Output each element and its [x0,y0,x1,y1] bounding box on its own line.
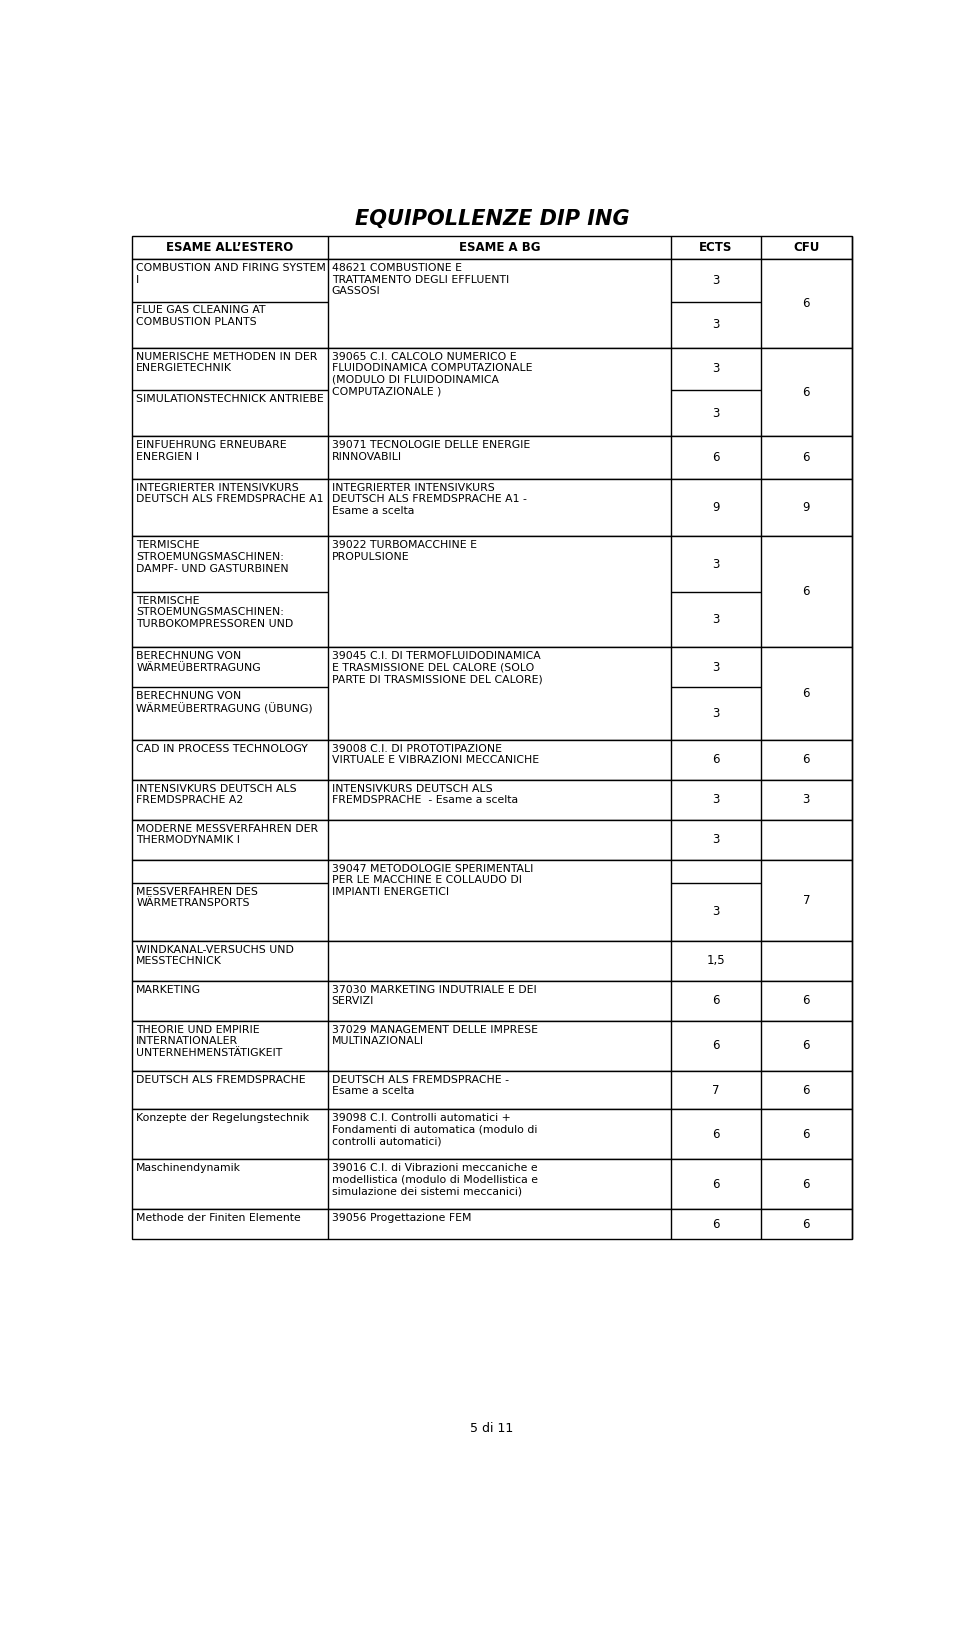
Text: DEUTSCH ALS FREMDSPRACHE -
Esame a scelta: DEUTSCH ALS FREMDSPRACHE - Esame a scelt… [331,1074,509,1096]
Text: 37029 MANAGEMENT DELLE IMPRESE
MULTINAZIONALI: 37029 MANAGEMENT DELLE IMPRESE MULTINAZI… [331,1024,538,1047]
Text: BERECHNUNG VON
WÄRMEÜBERTRAGUNG: BERECHNUNG VON WÄRMEÜBERTRAGUNG [136,651,261,672]
Text: 6: 6 [803,1084,810,1097]
Text: 7: 7 [712,1084,720,1097]
Text: ESAME ALL’ESTERO: ESAME ALL’ESTERO [166,241,294,254]
Text: 3: 3 [712,661,720,674]
Bar [132,739,852,780]
Bar [132,259,852,348]
Text: 39071 TECNOLOGIE DELLE ENERGIE
RINNOVABILI: 39071 TECNOLOGIE DELLE ENERGIE RINNOVABI… [331,440,530,462]
Text: 3: 3 [712,905,720,918]
Text: MARKETING: MARKETING [136,985,202,995]
Text: ESAME A BG: ESAME A BG [459,241,540,254]
Text: 6: 6 [803,754,810,767]
Text: 9: 9 [803,501,810,514]
Text: MESSVERFAHREN DES
WÄRMETRANSPORTS: MESSVERFAHREN DES WÄRMETRANSPORTS [136,887,258,908]
Text: 3: 3 [803,793,810,806]
Text: 39022 TURBOMACCHINE E
PROPULSIONE: 39022 TURBOMACCHINE E PROPULSIONE [331,540,476,562]
Bar [132,941,852,980]
Text: Konzepte der Regelungstechnik: Konzepte der Regelungstechnik [136,1114,309,1123]
Text: 7: 7 [803,894,810,907]
Text: 5 di 11: 5 di 11 [470,1423,514,1434]
Text: 3: 3 [712,407,720,420]
Bar [132,860,852,941]
Text: 6: 6 [803,687,810,700]
Bar [132,1109,852,1159]
Bar [132,1071,852,1109]
Bar [132,479,852,537]
Text: 37030 MARKETING INDUTRIALE E DEI
SERVIZI: 37030 MARKETING INDUTRIALE E DEI SERVIZI [331,985,537,1006]
Text: 6: 6 [803,1218,810,1231]
Text: EQUIPOLLENZE DIP ING: EQUIPOLLENZE DIP ING [354,210,630,230]
Text: 6: 6 [712,1128,720,1141]
Text: 6: 6 [803,1128,810,1141]
Text: 1,5: 1,5 [707,954,726,967]
Text: 6: 6 [712,451,720,464]
Bar [132,436,852,479]
Bar [132,348,852,436]
Text: 6: 6 [803,451,810,464]
Text: 3: 3 [712,363,720,376]
Bar [132,980,852,1021]
Bar [132,780,852,821]
Bar [132,1021,852,1071]
Text: CFU: CFU [793,241,820,254]
Text: 3: 3 [712,558,720,571]
Text: 6: 6 [803,296,810,309]
Text: 3: 3 [712,274,720,287]
Text: 3: 3 [712,834,720,847]
Bar [132,537,852,648]
Text: DEUTSCH ALS FREMDSPRACHE: DEUTSCH ALS FREMDSPRACHE [136,1074,306,1084]
Bar [132,821,852,860]
Text: 39098 C.I. Controlli automatici +
Fondamenti di automatica (modulo di
controlli : 39098 C.I. Controlli automatici + Fondam… [331,1114,537,1146]
Text: 9: 9 [712,501,720,514]
Bar [132,1210,852,1239]
Text: 3: 3 [712,317,720,330]
Text: CAD IN PROCESS TECHNOLOGY: CAD IN PROCESS TECHNOLOGY [136,744,308,754]
Text: THEORIE UND EMPIRIE
INTERNATIONALER
UNTERNEHMENSTÄTIGKEIT: THEORIE UND EMPIRIE INTERNATIONALER UNTE… [136,1024,282,1058]
Text: 6: 6 [712,1039,720,1052]
Text: MODERNE MESSVERFAHREN DER
THERMODYNAMIK I: MODERNE MESSVERFAHREN DER THERMODYNAMIK … [136,824,319,845]
Text: 39045 C.I. DI TERMOFLUIDODINAMICA
E TRASMISSIONE DEL CALORE (SOLO
PARTE DI TRASM: 39045 C.I. DI TERMOFLUIDODINAMICA E TRAS… [331,651,542,684]
Text: EINFUEHRUNG ERNEUBARE
ENERGIEN I: EINFUEHRUNG ERNEUBARE ENERGIEN I [136,440,287,462]
Bar [132,236,852,259]
Text: 6: 6 [712,1179,720,1192]
Bar [132,648,852,739]
Text: INTEGRIERTER INTENSIVKURS
DEUTSCH ALS FREMDSPRACHE A1: INTEGRIERTER INTENSIVKURS DEUTSCH ALS FR… [136,482,324,505]
Text: COMBUSTION AND FIRING SYSTEM
I: COMBUSTION AND FIRING SYSTEM I [136,264,326,285]
Text: 39047 METODOLOGIE SPERIMENTALI
PER LE MACCHINE E COLLAUDO DI
IMPIANTI ENERGETICI: 39047 METODOLOGIE SPERIMENTALI PER LE MA… [331,864,533,897]
Text: 6: 6 [803,586,810,599]
Text: 6: 6 [712,754,720,767]
Text: 39016 C.I. di Vibrazioni meccaniche e
modellistica (modulo di Modellistica e
sim: 39016 C.I. di Vibrazioni meccaniche e mo… [331,1164,538,1197]
Text: 6: 6 [803,386,810,399]
Text: 3: 3 [712,793,720,806]
Text: NUMERISCHE METHODEN IN DER
ENERGIETECHNIK: NUMERISCHE METHODEN IN DER ENERGIETECHNI… [136,352,318,373]
Text: WINDKANAL-VERSUCHS UND
MESSTECHNICK: WINDKANAL-VERSUCHS UND MESSTECHNICK [136,944,294,965]
Text: 6: 6 [803,1179,810,1192]
Text: 39008 C.I. DI PROTOTIPAZIONE
VIRTUALE E VIBRAZIONI MECCANICHE: 39008 C.I. DI PROTOTIPAZIONE VIRTUALE E … [331,744,539,765]
Bar [132,1159,852,1210]
Text: 39056 Progettazione FEM: 39056 Progettazione FEM [331,1213,471,1223]
Text: Methode der Finiten Elemente: Methode der Finiten Elemente [136,1213,301,1223]
Text: BERECHNUNG VON
WÄRMEÜBERTRAGUNG (ÜBUNG): BERECHNUNG VON WÄRMEÜBERTRAGUNG (ÜBUNG) [136,692,313,715]
Text: Maschinendynamik: Maschinendynamik [136,1164,241,1174]
Text: 39065 C.I. CALCOLO NUMERICO E
FLUIDODINAMICA COMPUTAZIONALE
(MODULO DI FLUIDODIN: 39065 C.I. CALCOLO NUMERICO E FLUIDODINA… [331,352,532,397]
Text: 6: 6 [803,1039,810,1052]
Text: SIMULATIONSTECHNICK ANTRIEBE: SIMULATIONSTECHNICK ANTRIEBE [136,394,324,404]
Text: INTEGRIERTER INTENSIVKURS
DEUTSCH ALS FREMDSPRACHE A1 -
Esame a scelta: INTEGRIERTER INTENSIVKURS DEUTSCH ALS FR… [331,482,526,516]
Text: INTENSIVKURS DEUTSCH ALS
FREMDSPRACHE  - Esame a scelta: INTENSIVKURS DEUTSCH ALS FREMDSPRACHE - … [331,783,517,806]
Text: INTENSIVKURS DEUTSCH ALS
FREMDSPRACHE A2: INTENSIVKURS DEUTSCH ALS FREMDSPRACHE A2 [136,783,297,806]
Text: FLUE GAS CLEANING AT
COMBUSTION PLANTS: FLUE GAS CLEANING AT COMBUSTION PLANTS [136,306,266,327]
Text: 6: 6 [712,1218,720,1231]
Text: TERMISCHE
STROEMUNGSMASCHINEN:
DAMPF- UND GASTURBINEN: TERMISCHE STROEMUNGSMASCHINEN: DAMPF- UN… [136,540,289,573]
Text: 3: 3 [712,614,720,627]
Text: 6: 6 [712,995,720,1008]
Text: TERMISCHE
STROEMUNGSMASCHINEN:
TURBOKOMPRESSOREN UND: TERMISCHE STROEMUNGSMASCHINEN: TURBOKOMP… [136,596,294,628]
Text: 3: 3 [712,707,720,720]
Text: 48621 COMBUSTIONE E
TRATTAMENTO DEGLI EFFLUENTI
GASSOSI: 48621 COMBUSTIONE E TRATTAMENTO DEGLI EF… [331,264,509,296]
Text: 6: 6 [803,995,810,1008]
Text: ECTS: ECTS [699,241,732,254]
